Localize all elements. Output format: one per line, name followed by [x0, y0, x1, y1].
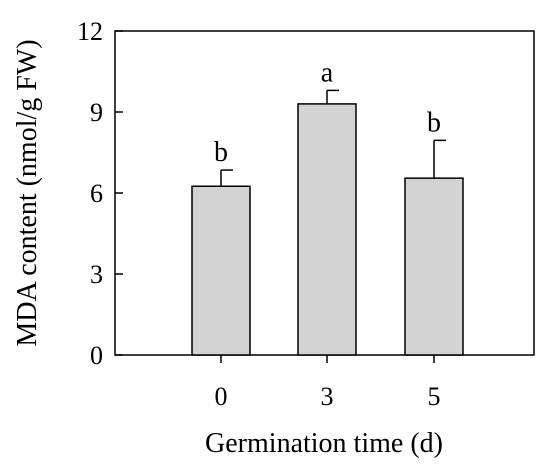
y-axis: 0 3 6 9 12 — [77, 17, 123, 370]
x-axis: 0 3 5 — [215, 355, 441, 411]
bar — [297, 103, 357, 356]
significance-label: b — [427, 107, 441, 138]
bar — [404, 177, 464, 356]
y-tick-label: 9 — [90, 98, 103, 127]
bar — [191, 185, 251, 356]
bars: b a b — [191, 57, 464, 356]
x-tick-label: 0 — [215, 382, 228, 411]
y-tick-label: 6 — [90, 179, 103, 208]
significance-label: b — [214, 137, 228, 168]
significance-label: a — [321, 57, 334, 88]
y-axis-label: MDA content (nmol/g FW) — [12, 39, 43, 346]
y-tick-label: 12 — [77, 17, 103, 46]
y-tick-label: 3 — [90, 260, 103, 289]
y-tick-label: 0 — [90, 341, 103, 370]
x-tick-label: 3 — [321, 382, 334, 411]
x-axis-label: Germination time (d) — [205, 428, 443, 459]
x-tick-label: 5 — [428, 382, 441, 411]
